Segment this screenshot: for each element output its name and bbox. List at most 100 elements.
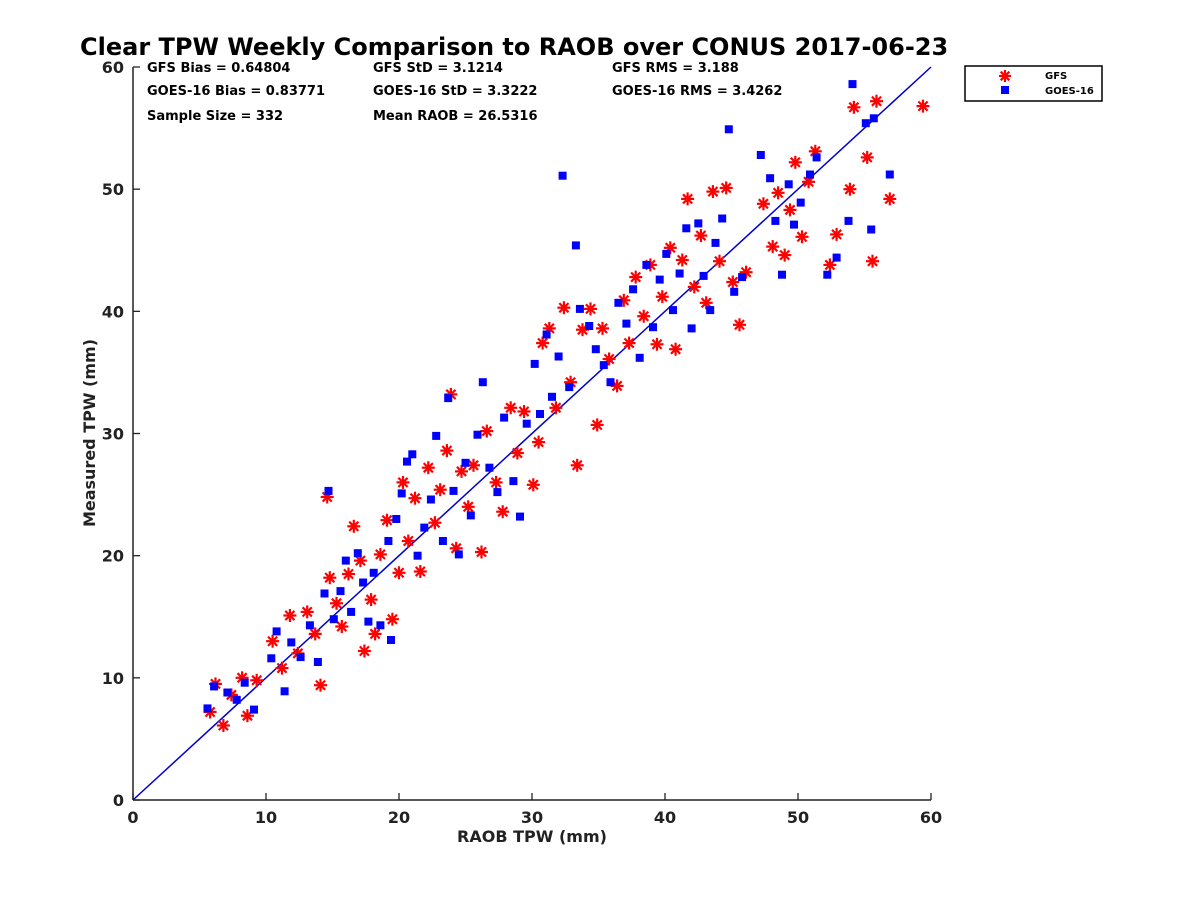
goes16-point (359, 578, 368, 587)
chart-title: Clear TPW Weekly Comparison to RAOB over… (80, 33, 948, 61)
goes16-point (384, 537, 393, 545)
gfs-point (357, 644, 371, 658)
stat-goes16-std: GOES-16 StD = 3.3222 (373, 84, 537, 99)
gfs-point (532, 435, 546, 449)
gfs-point (655, 290, 669, 304)
goes16-point (558, 171, 567, 180)
gfs-point (726, 275, 740, 289)
gfs-point (629, 270, 643, 284)
goes16-point (699, 271, 708, 280)
gfs-point (250, 673, 264, 687)
goes16-point (682, 224, 691, 233)
stat-sample-size: Sample Size = 332 (147, 109, 283, 124)
gfs-point (240, 709, 254, 723)
gfs-point (622, 336, 636, 350)
y-axis-label: Measured TPW (mm) (80, 339, 99, 527)
gfs-point (675, 253, 689, 267)
goes16-point (336, 587, 345, 596)
goes16-point (771, 216, 780, 225)
gfs-point (380, 513, 394, 527)
goes16-point (655, 275, 664, 284)
legend: GFS GOES-16 (964, 65, 1103, 102)
gfs-point (266, 634, 280, 648)
legend-gfs-marker (999, 70, 1011, 82)
goes16-point (432, 431, 441, 440)
goes16-point (649, 323, 657, 332)
x-tick-label: 60 (920, 808, 942, 827)
goes16-point (387, 636, 395, 644)
gfs-point (596, 321, 609, 335)
gfs-point (496, 505, 510, 519)
x-tick-label: 20 (388, 808, 410, 827)
goes16-point (575, 304, 584, 313)
gfs-point (866, 254, 879, 268)
goes16-point (232, 695, 241, 704)
goes16-point (320, 589, 329, 598)
goes16-point (784, 180, 793, 189)
goes16-point (629, 285, 638, 294)
gfs-point (870, 94, 883, 108)
goes16-point (606, 378, 615, 387)
goes16-point (724, 125, 733, 134)
goes16-point (305, 621, 314, 630)
gfs-point (783, 203, 797, 217)
goes16-point (585, 322, 594, 330)
gfs-point (342, 567, 355, 581)
gfs-point (860, 150, 874, 164)
goes16-point (287, 638, 296, 647)
goes16-point (420, 523, 429, 532)
gfs-point (364, 593, 378, 607)
goes16-point (353, 549, 362, 558)
gfs-point (570, 458, 584, 472)
goes16-point (848, 80, 857, 89)
goes16-point (473, 430, 482, 439)
gfs-point (637, 309, 651, 323)
gfs-point (883, 192, 897, 206)
gfs-point (408, 491, 422, 505)
ticks-group: 0 10 20 30 40 50 60 0 10 20 30 40 50 60 (102, 58, 942, 827)
goes16-point (203, 704, 212, 713)
series-goes-16 (203, 80, 894, 714)
y-tick-label: 30 (102, 425, 124, 444)
stat-gfs-std: GFS StD = 3.1214 (373, 61, 503, 76)
gfs-point (347, 519, 361, 533)
gfs-point (433, 483, 447, 497)
gfs-point (480, 424, 494, 438)
goes16-point (554, 352, 563, 361)
goes16-point (823, 270, 832, 279)
goes16-point (272, 627, 281, 636)
goes16-point (885, 170, 894, 179)
gfs-point (847, 100, 861, 114)
goes16-point (669, 306, 677, 315)
goes16-point (565, 383, 574, 392)
x-tick-label: 50 (787, 808, 809, 827)
goes16-point (530, 359, 539, 368)
gfs-point (353, 554, 367, 568)
goes16-point (844, 216, 853, 225)
goes16-point (500, 413, 509, 422)
gfs-point (401, 534, 415, 548)
gfs-point (504, 401, 518, 415)
x-tick-label: 10 (255, 808, 277, 827)
gfs-point (699, 296, 713, 310)
goes16-point (571, 241, 580, 250)
goes16-point (449, 486, 458, 495)
legend-gfs-label: GFS (1045, 71, 1067, 82)
goes16-point (341, 556, 350, 565)
gfs-point (557, 301, 571, 315)
gfs-point (843, 182, 857, 196)
reference-line-group (132, 66, 932, 801)
goes16-point (454, 550, 463, 559)
gfs-point (373, 547, 387, 561)
gfs-point (706, 185, 720, 199)
gfs-point (650, 337, 664, 351)
goes16-point (614, 298, 623, 307)
y-tick-label: 0 (113, 791, 124, 810)
gfs-point (510, 446, 524, 460)
goes16-point (369, 568, 378, 577)
goes16-point (347, 607, 356, 616)
gfs-point (461, 500, 475, 514)
y-tick-label: 60 (102, 58, 124, 77)
y-tick-label: 40 (102, 302, 124, 321)
gfs-point (421, 461, 435, 475)
